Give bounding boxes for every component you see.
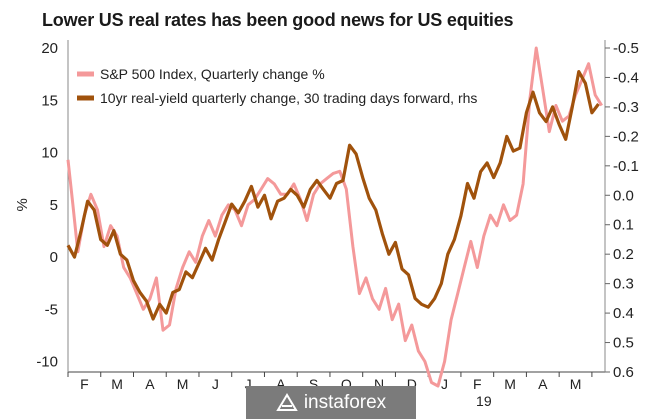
y-tick-right-label: 0.4 <box>613 305 634 322</box>
legend-entry: S&P 500 Index, Quarterly change % <box>100 66 325 82</box>
x-tick-label: M <box>111 376 123 392</box>
x-tick-label: J <box>245 376 252 392</box>
watermark-text: instaforex <box>303 391 387 413</box>
x-tick-label: N <box>374 376 384 392</box>
y-tick-left-label: -5 <box>45 301 58 318</box>
real-yield-series-line <box>66 69 600 321</box>
x-tick-label: A <box>145 376 155 392</box>
y-tick-right-label: 0.5 <box>613 335 634 352</box>
x-tick-label: M <box>504 376 516 392</box>
y-tick-right-label: -0.3 <box>613 99 639 116</box>
y-tick-left-label: 20 <box>41 40 58 57</box>
y-tick-right-label: 0.0 <box>613 187 634 204</box>
x-tick-label: A <box>538 376 548 392</box>
x-tick-label: D <box>407 376 417 392</box>
y-tick-right-label: 0.2 <box>613 246 634 263</box>
x-tick-label: F <box>473 376 482 392</box>
y-axis-label: % <box>14 198 31 211</box>
y-tick-left-label: 10 <box>41 145 58 162</box>
chart-title: Lower US real rates has been good news f… <box>42 10 514 30</box>
year-label: 19 <box>476 393 492 409</box>
y-tick-right-label: 0.6 <box>613 364 634 381</box>
x-tick-label: M <box>177 376 189 392</box>
instaforex-watermark: instaforex <box>246 386 416 419</box>
y-tick-right-label: -0.2 <box>613 128 639 145</box>
y-tick-left-label: -10 <box>36 354 58 371</box>
y-tick-right-label: -0.4 <box>613 69 639 86</box>
y-tick-right-label: 0.1 <box>613 217 634 234</box>
x-tick-label: F <box>80 376 89 392</box>
y-tick-right-label: -0.5 <box>613 40 639 57</box>
y-tick-right-label: 0.3 <box>613 276 634 293</box>
x-tick-label: O <box>341 376 352 392</box>
y-tick-right-label: -0.1 <box>613 158 639 175</box>
x-tick-label: M <box>570 376 582 392</box>
y-tick-left-label: 15 <box>41 92 58 109</box>
x-tick-label: J <box>441 376 448 392</box>
x-tick-label: A <box>276 376 286 392</box>
sp500-series-line <box>66 46 603 388</box>
legend-entry: 10yr real-yield quarterly change, 30 tra… <box>100 90 477 106</box>
instaforex-logo-icon <box>276 392 298 411</box>
x-tick-label: J <box>212 376 219 392</box>
x-tick-label: S <box>309 376 318 392</box>
y-tick-left-label: 5 <box>50 197 58 214</box>
y-tick-left-label: 0 <box>50 249 58 266</box>
